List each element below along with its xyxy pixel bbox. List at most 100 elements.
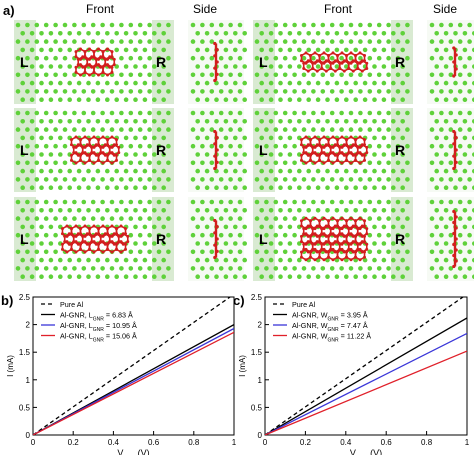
al-atom bbox=[301, 110, 307, 116]
al-atom bbox=[391, 31, 396, 36]
al-atom bbox=[137, 232, 143, 238]
legend-label-3: Al-GNR, LGNR = 15.06 Å bbox=[60, 332, 137, 344]
al-atom bbox=[90, 89, 96, 94]
al-atom bbox=[268, 97, 274, 102]
al-atom-side bbox=[429, 72, 435, 78]
al-atom-side bbox=[453, 274, 458, 280]
al-atom bbox=[95, 80, 101, 86]
al-atom bbox=[391, 224, 396, 230]
c-atom bbox=[315, 69, 319, 73]
al-atom bbox=[20, 64, 26, 69]
c-atom bbox=[308, 234, 312, 238]
al-atom bbox=[386, 249, 391, 255]
al-atom bbox=[114, 97, 119, 102]
al-atom bbox=[395, 89, 401, 94]
al-atom bbox=[278, 152, 283, 157]
al-atom bbox=[67, 119, 72, 124]
al-atom bbox=[254, 22, 260, 28]
al-atom bbox=[53, 177, 58, 182]
al-atom bbox=[161, 119, 166, 124]
al-atom-side bbox=[228, 249, 233, 255]
al-atom-side bbox=[457, 39, 463, 44]
al-atom bbox=[315, 168, 321, 174]
al-atom bbox=[25, 127, 30, 132]
al-atom bbox=[386, 143, 391, 149]
x-tick-label: 0 bbox=[263, 438, 268, 447]
al-atom-side bbox=[228, 177, 233, 182]
al-atom bbox=[123, 135, 129, 141]
al-atom-side bbox=[462, 257, 468, 263]
al-atom bbox=[405, 177, 410, 182]
al-atom bbox=[405, 160, 410, 166]
al-atom bbox=[53, 39, 58, 44]
al-atom-side bbox=[190, 110, 196, 116]
al-atom bbox=[39, 152, 44, 157]
al-atom bbox=[142, 274, 148, 280]
al-atom-side bbox=[439, 249, 444, 255]
al-atom-side bbox=[209, 199, 215, 205]
al-atom bbox=[339, 55, 344, 61]
c-atom bbox=[333, 59, 337, 63]
al-atom bbox=[334, 97, 340, 102]
al-atom-side bbox=[242, 152, 247, 157]
al-atom bbox=[123, 168, 129, 174]
y-axis-label: I (mA) bbox=[238, 355, 247, 377]
al-atom-side bbox=[242, 119, 247, 124]
al-atom bbox=[15, 160, 21, 166]
al-atom-side bbox=[195, 152, 200, 157]
al-atom-side bbox=[200, 177, 205, 182]
c-atom bbox=[331, 247, 335, 251]
electrode-right-label: R bbox=[395, 142, 405, 158]
al-atom bbox=[348, 127, 354, 132]
al-atom bbox=[137, 39, 143, 44]
al-atom bbox=[287, 241, 293, 246]
al-atom bbox=[395, 266, 401, 271]
al-atom bbox=[137, 249, 143, 255]
c-atom bbox=[90, 145, 94, 149]
al-atom bbox=[105, 97, 110, 102]
al-atom bbox=[264, 266, 269, 271]
al-atom bbox=[320, 72, 326, 78]
al-atom bbox=[367, 177, 373, 182]
gnr-side-atom bbox=[215, 225, 219, 229]
al-atom bbox=[95, 208, 101, 213]
c-atom bbox=[306, 143, 310, 147]
al-atom bbox=[166, 216, 171, 221]
c-atom bbox=[101, 70, 105, 74]
al-atom bbox=[339, 72, 344, 78]
gnr-side-atom bbox=[454, 215, 458, 219]
al-atom-side bbox=[467, 22, 472, 28]
c-atom bbox=[333, 240, 337, 244]
x-axis-label: VBias (V) bbox=[350, 448, 382, 455]
al-atom bbox=[301, 22, 307, 28]
al-atom bbox=[119, 160, 124, 166]
al-atom bbox=[128, 160, 134, 166]
al-atom bbox=[297, 185, 302, 190]
c-atom bbox=[336, 158, 340, 162]
c-atom bbox=[311, 61, 315, 65]
c-atom bbox=[331, 232, 335, 236]
al-atom bbox=[20, 80, 26, 86]
al-atom-side bbox=[228, 143, 233, 149]
al-atom bbox=[72, 216, 77, 221]
c-atom bbox=[333, 143, 337, 147]
al-atom bbox=[282, 72, 288, 78]
al-atom bbox=[395, 249, 401, 255]
al-atom-side bbox=[195, 135, 200, 141]
al-atom bbox=[376, 39, 382, 44]
al-atom bbox=[137, 143, 143, 149]
electrode-right-label: R bbox=[395, 54, 405, 70]
al-atom bbox=[264, 55, 269, 61]
al-atom bbox=[367, 39, 373, 44]
c-atom bbox=[349, 135, 353, 139]
c-atom bbox=[115, 247, 119, 251]
al-atom bbox=[147, 232, 152, 238]
legend-label-1: Al-GNR, WGNR = 3.95 Å bbox=[292, 311, 368, 323]
al-atom-side bbox=[448, 232, 454, 238]
c-atom bbox=[110, 70, 114, 74]
al-atom-side bbox=[457, 127, 463, 132]
legend-label-3: Al-GNR, WGNR = 11.22 Å bbox=[292, 332, 371, 344]
al-atom bbox=[48, 224, 54, 230]
al-atom bbox=[372, 152, 377, 157]
